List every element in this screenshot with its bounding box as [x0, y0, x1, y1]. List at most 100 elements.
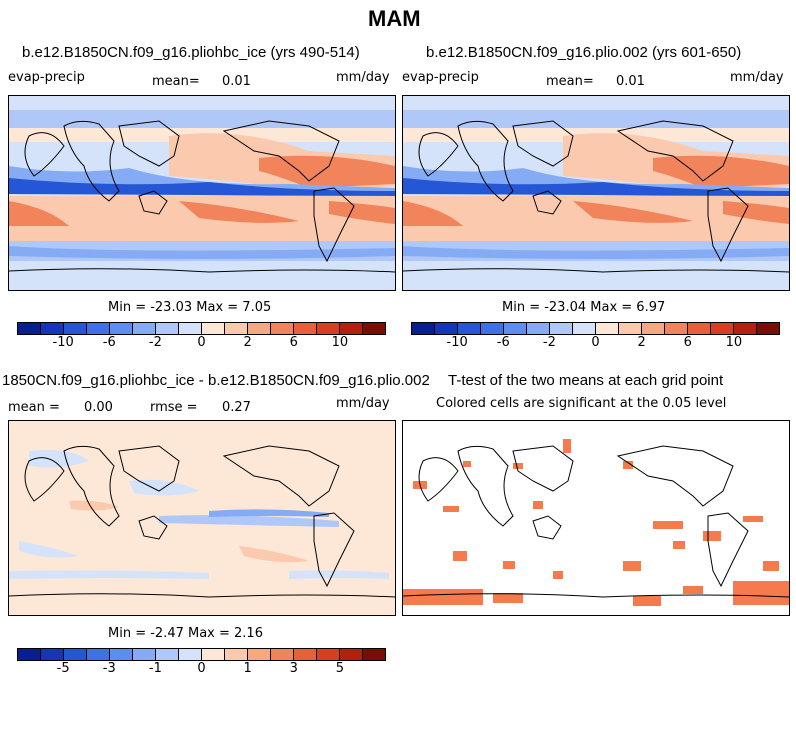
colorbar-tick-label: -1 — [148, 661, 162, 676]
colorbar-cell — [317, 323, 340, 334]
colorbar-cell — [642, 323, 665, 334]
colorbar-cell — [110, 649, 133, 660]
colorbar-cell — [156, 649, 179, 660]
colorbar-tick-label: -6 — [496, 335, 510, 350]
colorbar-cell — [363, 323, 385, 334]
colorbar-cell — [294, 649, 317, 660]
colorbar-cell — [340, 323, 363, 334]
panel1-min-max: Min = -23.03 Max = 7.05 — [108, 300, 272, 315]
panel3-rmse-label: rmse = — [150, 400, 198, 415]
panel1-variable: evap-precip — [8, 70, 85, 85]
colorbar-cell — [527, 323, 550, 334]
evap-precip-field-2 — [403, 96, 789, 290]
colorbar-tick-label: 0 — [591, 335, 600, 350]
colorbar-tick-label: 3 — [289, 661, 298, 676]
colorbar-cell — [665, 323, 688, 334]
difference-field — [9, 421, 395, 615]
colorbar-tick-label: -10 — [52, 335, 74, 350]
colorbar-tick-label: 10 — [331, 335, 349, 350]
colorbar-tick-label: 6 — [683, 335, 692, 350]
colorbar-cell — [435, 323, 458, 334]
panel2-min-max: Min = -23.04 Max = 6.97 — [502, 300, 666, 315]
colorbar-cell — [294, 323, 317, 334]
colorbar-tick-label: -5 — [56, 661, 70, 676]
panel1-title: b.e12.B1850CN.f09_g16.pliohbc_ice (yrs 4… — [22, 44, 360, 61]
colorbar-cell — [412, 323, 435, 334]
colorbar-cell — [110, 323, 133, 334]
panel1-mean-label: mean= — [152, 74, 200, 89]
colorbar-tick-label: 0 — [197, 335, 206, 350]
colorbar-cell — [271, 323, 294, 334]
panel3-title: 1850CN.f09_g16.pliohbc_ice - b.e12.B1850… — [2, 372, 430, 389]
colorbar-cell — [757, 323, 779, 334]
colorbar-cell — [202, 649, 225, 660]
colorbar-tick-label: 0 — [197, 661, 206, 676]
colorbar-tick-label: -6 — [102, 335, 116, 350]
colorbar-cell — [340, 649, 363, 660]
significance-field — [403, 421, 789, 615]
colorbar-cell — [504, 323, 527, 334]
colorbar-tick-label: -2 — [148, 335, 162, 350]
panel2-mean-label: mean= — [546, 74, 594, 89]
colorbar-cell — [18, 323, 41, 334]
panel2-variable: evap-precip — [402, 70, 479, 85]
colorbar-tick-label: -2 — [542, 335, 556, 350]
significant-cells — [403, 439, 789, 606]
colorbar-cell — [458, 323, 481, 334]
colorbar-cell — [133, 649, 156, 660]
colorbar-cell — [64, 323, 87, 334]
panel3-min-max: Min = -2.47 Max = 2.16 — [108, 626, 263, 641]
colorbar-tick-label: 6 — [289, 335, 298, 350]
panel2-title: b.e12.B1850CN.f09_g16.plio.002 (yrs 601-… — [426, 44, 742, 61]
colorbar-cell — [711, 323, 734, 334]
map-panel-3 — [8, 420, 396, 616]
colorbar-cell — [87, 323, 110, 334]
map-panel-4 — [402, 420, 790, 616]
colorbar-cell — [248, 649, 271, 660]
colorbar-cell — [225, 323, 248, 334]
colorbar-cell — [317, 649, 340, 660]
colorbar-cell — [573, 323, 596, 334]
map-panel-2 — [402, 95, 790, 291]
panel3-mean-label: mean = — [8, 400, 60, 415]
colorbar-tick-label: -10 — [446, 335, 468, 350]
map-panel-1 — [8, 95, 396, 291]
colorbar-3 — [17, 648, 386, 661]
colorbar-cell — [41, 323, 64, 334]
colorbar-cell — [734, 323, 757, 334]
colorbar-cell — [688, 323, 711, 334]
colorbar-tick-label: 2 — [243, 335, 252, 350]
colorbar-1 — [17, 322, 386, 335]
colorbar-cell — [64, 649, 87, 660]
colorbar-cell — [550, 323, 573, 334]
panel2-units: mm/day — [730, 70, 784, 85]
panel2-mean-value: 0.01 — [616, 74, 645, 89]
panel3-units: mm/day — [336, 396, 390, 411]
colorbar-cell — [596, 323, 619, 334]
colorbar-tick-label: -3 — [102, 661, 116, 676]
colorbar-tick-label: 1 — [243, 661, 252, 676]
colorbar-cell — [481, 323, 504, 334]
panel1-mean-value: 0.01 — [222, 74, 251, 89]
colorbar-tick-label: 10 — [725, 335, 743, 350]
colorbar-cell — [87, 649, 110, 660]
colorbar-2 — [411, 322, 780, 335]
colorbar-cell — [225, 649, 248, 660]
colorbar-cell — [363, 649, 385, 660]
panel3-mean-value: 0.00 — [84, 400, 113, 415]
colorbar-cell — [18, 649, 41, 660]
colorbar-cell — [133, 323, 156, 334]
colorbar-cell — [202, 323, 225, 334]
colorbar-cell — [271, 649, 294, 660]
colorbar-tick-label: 5 — [335, 661, 345, 676]
panel4-subtitle: Colored cells are significant at the 0.0… — [436, 396, 727, 411]
panel1-units: mm/day — [336, 70, 390, 85]
evap-precip-field-1 — [9, 96, 395, 290]
colorbar-cell — [619, 323, 642, 334]
panel3-rmse-value: 0.27 — [222, 400, 251, 415]
colorbar-cell — [179, 323, 202, 334]
colorbar-cell — [179, 649, 202, 660]
colorbar-cell — [248, 323, 271, 334]
colorbar-tick-label: 2 — [637, 335, 646, 350]
panel4-title: T-test of the two means at each grid poi… — [448, 372, 724, 389]
